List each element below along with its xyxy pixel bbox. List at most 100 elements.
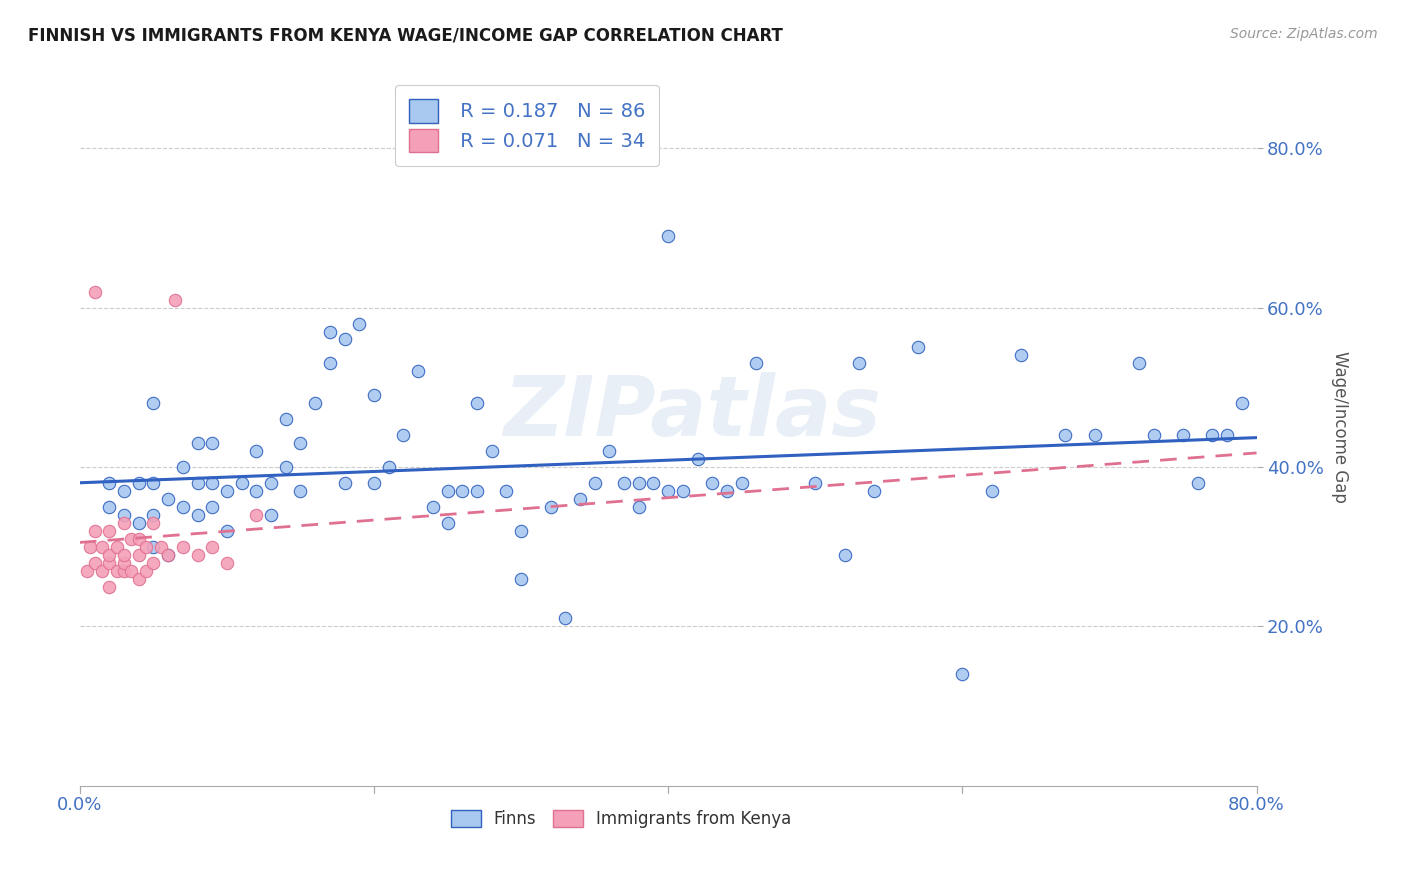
- Point: [451, 483, 474, 498]
- Point: [245, 508, 267, 522]
- Point: [98, 524, 121, 538]
- Point: [135, 564, 157, 578]
- Point: [568, 491, 591, 506]
- Point: [245, 483, 267, 498]
- Point: [363, 475, 385, 490]
- Point: [510, 572, 533, 586]
- Point: [436, 483, 458, 498]
- Point: [804, 475, 827, 490]
- Point: [120, 532, 142, 546]
- Point: [540, 500, 562, 514]
- Point: [98, 580, 121, 594]
- Point: [495, 483, 517, 498]
- Point: [436, 516, 458, 530]
- Point: [1230, 396, 1253, 410]
- Point: [165, 293, 187, 307]
- Point: [510, 524, 533, 538]
- Point: [1171, 428, 1194, 442]
- Point: [1054, 428, 1077, 442]
- Point: [465, 483, 488, 498]
- Point: [128, 475, 150, 490]
- Point: [245, 444, 267, 458]
- Point: [90, 540, 112, 554]
- Point: [583, 475, 606, 490]
- Point: [157, 548, 180, 562]
- Point: [702, 475, 724, 490]
- Point: [172, 540, 194, 554]
- Point: [215, 483, 238, 498]
- Point: [686, 452, 709, 467]
- Point: [613, 475, 636, 490]
- Legend: Finns, Immigrants from Kenya: Finns, Immigrants from Kenya: [444, 804, 799, 835]
- Point: [112, 556, 135, 570]
- Point: [304, 396, 326, 410]
- Point: [1216, 428, 1239, 442]
- Point: [333, 475, 356, 490]
- Point: [98, 475, 121, 490]
- Point: [112, 508, 135, 522]
- Point: [950, 667, 973, 681]
- Point: [481, 444, 503, 458]
- Text: ZIPatlas: ZIPatlas: [503, 372, 880, 453]
- Point: [672, 483, 695, 498]
- Point: [1010, 348, 1032, 362]
- Point: [98, 500, 121, 514]
- Point: [201, 475, 224, 490]
- Point: [290, 436, 312, 450]
- Point: [627, 475, 650, 490]
- Point: [201, 500, 224, 514]
- Point: [980, 483, 1002, 498]
- Point: [172, 500, 194, 514]
- Point: [215, 524, 238, 538]
- Point: [319, 325, 342, 339]
- Point: [392, 428, 415, 442]
- Point: [1201, 428, 1223, 442]
- Point: [142, 508, 165, 522]
- Point: [76, 564, 98, 578]
- Point: [201, 436, 224, 450]
- Point: [422, 500, 444, 514]
- Point: [105, 564, 128, 578]
- Point: [598, 444, 620, 458]
- Point: [363, 388, 385, 402]
- Point: [90, 564, 112, 578]
- Point: [274, 412, 297, 426]
- Point: [349, 317, 371, 331]
- Point: [142, 556, 165, 570]
- Point: [657, 228, 679, 243]
- Point: [643, 475, 665, 490]
- Point: [834, 548, 856, 562]
- Point: [142, 396, 165, 410]
- Point: [1142, 428, 1164, 442]
- Point: [554, 611, 576, 625]
- Point: [79, 540, 101, 554]
- Point: [142, 516, 165, 530]
- Point: [731, 475, 754, 490]
- Text: Source: ZipAtlas.com: Source: ZipAtlas.com: [1230, 27, 1378, 41]
- Point: [112, 564, 135, 578]
- Point: [465, 396, 488, 410]
- Point: [260, 475, 283, 490]
- Point: [1128, 356, 1150, 370]
- Point: [157, 491, 180, 506]
- Point: [83, 524, 105, 538]
- Point: [128, 548, 150, 562]
- Point: [98, 548, 121, 562]
- Point: [142, 540, 165, 554]
- Point: [186, 548, 208, 562]
- Point: [1084, 428, 1107, 442]
- Point: [657, 483, 679, 498]
- Point: [142, 475, 165, 490]
- Point: [186, 436, 208, 450]
- Point: [290, 483, 312, 498]
- Point: [627, 500, 650, 514]
- Point: [907, 341, 929, 355]
- Point: [186, 475, 208, 490]
- Point: [848, 356, 870, 370]
- Point: [128, 516, 150, 530]
- Point: [215, 556, 238, 570]
- Point: [157, 548, 180, 562]
- Point: [716, 483, 738, 498]
- Point: [105, 540, 128, 554]
- Point: [274, 460, 297, 475]
